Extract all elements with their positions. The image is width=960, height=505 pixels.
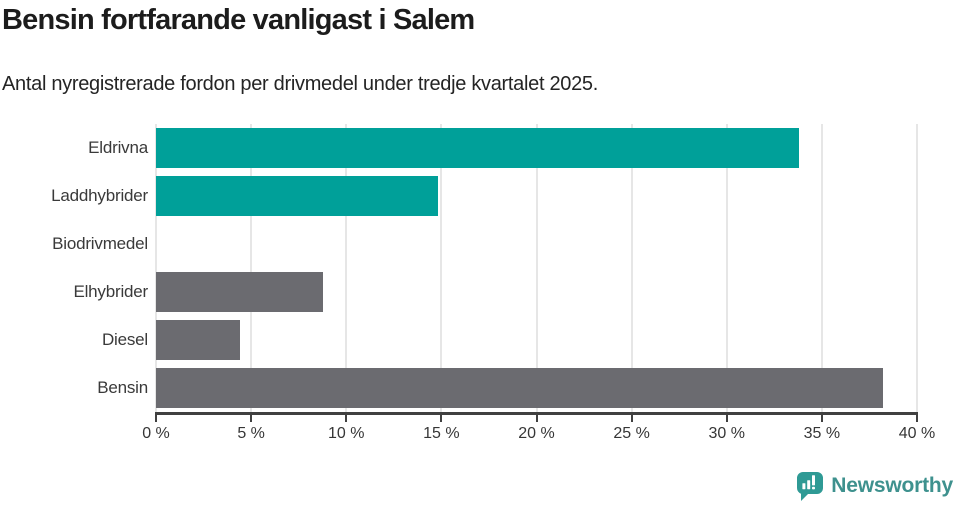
bar-laddhybrider <box>156 176 438 216</box>
gridline <box>820 124 823 412</box>
category-label: Laddhybrider <box>51 186 148 205</box>
axis-tick-label: 0 % <box>142 425 170 442</box>
axis-tick-label: 30 % <box>708 425 745 442</box>
bar-chart: Eldrivna Laddhybrider Biodrivmedel Elhybrid… <box>0 124 936 454</box>
axis-tick <box>725 412 728 422</box>
category-label: Eldrivna <box>88 138 148 157</box>
newsworthy-wordmark: Newsworthy <box>831 474 953 497</box>
axis-tick <box>155 412 157 422</box>
chart-subtitle: Antal nyregistrerade fordon per drivmede… <box>2 73 599 95</box>
gridline <box>630 124 633 412</box>
axis-tick <box>345 412 348 422</box>
axis-tick-label: 10 % <box>328 425 365 442</box>
newsworthy-speech-bubble-chart-icon <box>797 472 824 501</box>
bar-diesel <box>156 320 240 360</box>
category-label: Biodrivmedel <box>52 234 148 253</box>
x-axis-line <box>156 412 917 415</box>
axis-tick-label: 25 % <box>613 425 650 442</box>
category-label: Elhybrider <box>73 282 148 301</box>
bar-bensin <box>156 368 883 408</box>
gridline <box>250 124 253 412</box>
gridline <box>345 124 348 412</box>
gridline <box>440 124 443 412</box>
axis-tick-label: 35 % <box>803 425 841 442</box>
axis-tick <box>440 412 443 422</box>
plot-area: 0 % 5 % 10 % 15 % 20 % 25 % 30 % 35 % 40 % <box>142 124 935 442</box>
axis-tick-label: 5 % <box>237 425 265 442</box>
gridline <box>916 124 918 412</box>
newsworthy-logo: Newsworthy <box>796 471 953 501</box>
bar-eldrivna <box>156 128 800 168</box>
axis-tick-label: 40 % <box>898 425 936 442</box>
axis-tick-label: 15 % <box>423 425 460 442</box>
gridline <box>725 124 728 412</box>
category-label: Bensin <box>97 378 148 397</box>
axis-tick <box>535 412 538 422</box>
bar-elhybrider <box>156 272 324 312</box>
gridline <box>535 124 538 412</box>
axis-tick <box>630 412 633 422</box>
category-axis: Eldrivna Laddhybrider Biodrivmedel Elhybrid… <box>0 124 148 412</box>
gridline <box>155 124 157 412</box>
chart-title: Bensin fortfarande vanligast i Salem <box>2 4 475 36</box>
axis-tick <box>916 412 918 422</box>
axis-tick-label: 20 % <box>518 425 555 442</box>
axis-tick <box>820 412 823 422</box>
category-label: Diesel <box>101 330 148 349</box>
axis-tick <box>250 412 253 422</box>
